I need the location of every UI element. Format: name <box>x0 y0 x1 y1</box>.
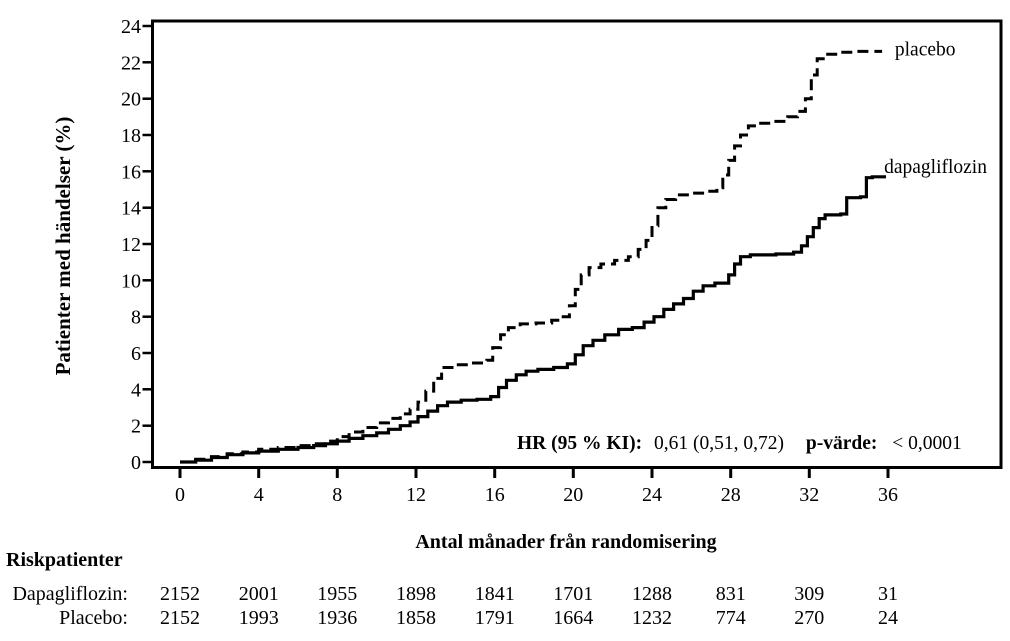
risk-value-placebo-m8: 1936 <box>317 607 357 629</box>
risk-table-title: Riskpatienter <box>6 549 123 571</box>
risk-value-dapagliflozin-m12: 1898 <box>396 583 436 605</box>
y-tick-label: 20 <box>121 89 141 111</box>
risk-value-dapagliflozin-m16: 1841 <box>475 583 515 605</box>
risk-value-dapagliflozin-m4: 2001 <box>239 583 279 605</box>
risk-value-placebo-m0: 2152 <box>160 607 200 629</box>
risk-value-placebo-m4: 1993 <box>239 607 279 629</box>
y-tick-label: 16 <box>121 161 141 183</box>
risk-value-dapagliflozin-m28: 831 <box>716 583 746 605</box>
x-tick-label: 4 <box>254 484 264 506</box>
x-axis-title: Antal månader från randomisering <box>415 531 716 553</box>
x-tick-label: 8 <box>332 484 342 506</box>
x-tick-label: 32 <box>799 484 819 506</box>
placebo-curve <box>180 49 883 464</box>
risk-value-dapagliflozin-m0: 2152 <box>160 583 200 605</box>
risk-row-label-dapagliflozin: Dapagliflozin: <box>12 583 128 605</box>
plot-frame <box>151 19 1003 469</box>
risk-value-dapagliflozin-m8: 1955 <box>317 583 357 605</box>
y-tick-label: 4 <box>131 379 141 401</box>
y-tick-label: 10 <box>121 270 141 292</box>
risk-value-dapagliflozin-m36: 31 <box>878 583 898 605</box>
y-tick-label: 18 <box>121 125 141 147</box>
risk-value-placebo-m12: 1858 <box>396 607 436 629</box>
x-tick-label: 0 <box>175 484 185 506</box>
dapagliflozin-curve <box>180 175 886 464</box>
x-tick-label: 12 <box>406 484 426 506</box>
x-tick-label: 36 <box>878 484 898 506</box>
p-value: < 0,0001 <box>892 433 962 454</box>
risk-value-placebo-m20: 1664 <box>553 607 593 629</box>
x-tick-label: 16 <box>485 484 505 506</box>
risk-value-dapagliflozin-m20: 1701 <box>553 583 593 605</box>
y-tick-label: 12 <box>121 234 141 256</box>
hr-value: 0,61 (0,51, 0,72) <box>654 433 784 454</box>
y-tick-label: 0 <box>131 452 141 474</box>
risk-value-placebo-m32: 270 <box>794 607 824 629</box>
y-tick-label: 22 <box>121 52 141 74</box>
y-tick-label: 24 <box>121 16 141 38</box>
hr-label: HR (95 % KI): <box>517 433 642 454</box>
p-value-label: p-värde: <box>806 433 878 454</box>
risk-value-placebo-m28: 774 <box>716 607 746 629</box>
y-axis-title: Patienter med händelser (%) <box>51 117 75 376</box>
y-tick-label: 8 <box>131 307 141 329</box>
x-tick-label: 28 <box>721 484 741 506</box>
y-tick-label: 14 <box>121 198 141 220</box>
risk-value-dapagliflozin-m24: 1288 <box>632 583 672 605</box>
hr-annotation: HR (95 % KI): 0,61 (0,51, 0,72) p-värde:… <box>517 433 962 454</box>
placebo-curve-label: placebo <box>895 40 956 61</box>
risk-row-label-placebo: Placebo: <box>59 607 128 629</box>
x-tick-label: 20 <box>563 484 583 506</box>
x-tick-label: 24 <box>642 484 662 506</box>
y-tick-label: 2 <box>131 416 141 438</box>
risk-value-dapagliflozin-m32: 309 <box>794 583 824 605</box>
risk-value-placebo-m36: 24 <box>878 607 898 629</box>
y-tick-label: 6 <box>131 343 141 365</box>
dapagliflozin-curve-label: dapagliflozin <box>884 157 987 178</box>
risk-value-placebo-m24: 1232 <box>632 607 672 629</box>
risk-value-placebo-m16: 1791 <box>475 607 515 629</box>
